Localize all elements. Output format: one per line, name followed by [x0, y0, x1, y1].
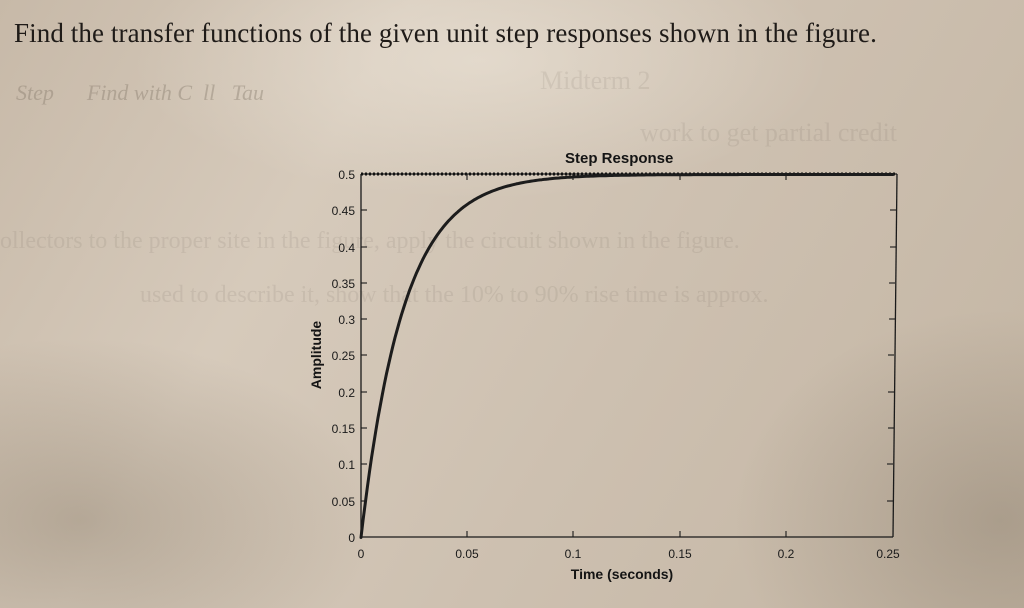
- y-tick-labels: 0.5 0.45 0.4 0.35 0.3 0.25 0.2 0.15 0.1 …: [332, 168, 356, 545]
- svg-text:0.05: 0.05: [455, 547, 479, 561]
- svg-text:0.1: 0.1: [565, 547, 582, 561]
- bleed-through-text: Midterm 2: [540, 66, 651, 95]
- svg-text:0.15: 0.15: [668, 547, 692, 561]
- svg-text:0.2: 0.2: [778, 547, 795, 561]
- x-tick-labels: 0 0.05 0.1 0.15 0.2 0.25: [358, 547, 900, 561]
- bleed-through-text: ollectors to the proper site in the figu…: [0, 228, 740, 254]
- pencil-marks: Step Find with C ll Tau: [16, 80, 264, 105]
- y-axis-label: Amplitude: [308, 321, 324, 390]
- svg-text:0.15: 0.15: [332, 422, 356, 436]
- y-axis-ticks: [361, 209, 896, 502]
- step-response-curve: [359, 173, 895, 539]
- svg-text:0.3: 0.3: [338, 313, 355, 327]
- svg-text:0.35: 0.35: [332, 277, 356, 291]
- svg-text:0.2: 0.2: [338, 386, 355, 400]
- chart-title: Step Response: [565, 150, 674, 167]
- svg-text:0.25: 0.25: [332, 349, 356, 363]
- svg-text:0.05: 0.05: [332, 495, 356, 509]
- svg-text:0.5: 0.5: [338, 168, 355, 182]
- x-axis-ticks: [466, 174, 787, 537]
- bleed-through-text: used to describe it, show that the 10% t…: [140, 282, 769, 308]
- bleed-through-text: work to get partial credit: [640, 118, 898, 147]
- svg-text:0: 0: [348, 531, 355, 545]
- svg-text:0.1: 0.1: [338, 458, 355, 472]
- svg-text:0.45: 0.45: [332, 204, 356, 218]
- svg-text:0.25: 0.25: [876, 547, 900, 561]
- x-axis-label: Time (seconds): [571, 566, 673, 582]
- svg-text:0: 0: [358, 547, 365, 561]
- question-text: Find the transfer functions of the given…: [14, 18, 877, 48]
- svg-text:0.4: 0.4: [338, 241, 355, 255]
